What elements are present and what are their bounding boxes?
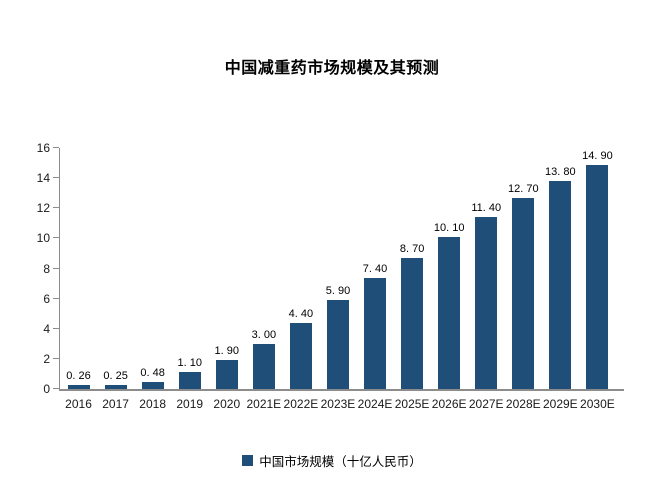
bar-value-label: 3. 00 (251, 329, 277, 341)
y-tick-label: 8 (43, 261, 50, 276)
bar-column: 13. 80 (542, 148, 579, 389)
x-tick-label: 2027E (468, 397, 504, 411)
bar (252, 344, 275, 389)
bar (586, 165, 609, 389)
bar (215, 360, 238, 389)
bar-column: 0. 48 (134, 148, 171, 389)
bar (549, 181, 572, 389)
bar-value-label: 0. 25 (103, 370, 128, 382)
bar-series: 0. 26 0. 25 0. 48 1. 10 1. 90 3. 00 4. 40 5. 90… (60, 148, 616, 389)
y-tick-mark (53, 267, 59, 269)
legend-label: 中国市场规模（十亿人民币） (259, 455, 422, 469)
bar-column: 1. 10 (171, 148, 208, 389)
bar (364, 278, 387, 389)
x-tick-label: 2019 (176, 397, 204, 411)
y-tick-mark (53, 297, 59, 299)
x-tick-label: 2029E (542, 397, 578, 411)
bar-column: 1. 90 (208, 148, 245, 389)
bar-value-label: 1. 10 (177, 357, 202, 369)
x-tick-label: 2018 (139, 397, 166, 411)
y-tick-mark (53, 207, 59, 209)
x-tick-label: 2028E (505, 397, 541, 411)
bar-value-label: 5. 90 (325, 285, 351, 297)
x-tick-label: 2016 (65, 397, 92, 411)
bar-value-label: 0. 26 (66, 370, 91, 382)
x-axis-labels: 2016 2017 2018 2019 2020 2021E 2022E 2023E 2024E… (60, 398, 616, 410)
bar-column: 0. 26 (60, 148, 97, 389)
bar (475, 217, 498, 389)
x-tick-label: 2030E (580, 397, 615, 411)
y-tick-label: 6 (43, 291, 50, 306)
bar-value-label: 4. 40 (288, 308, 314, 320)
bar (178, 372, 201, 389)
y-tick-mark (53, 327, 59, 329)
bar-value-label: 11. 40 (471, 202, 502, 214)
y-tick-label: 12 (36, 201, 50, 216)
bar (67, 385, 90, 389)
bar-column: 14. 90 (579, 148, 616, 389)
bar (104, 385, 127, 389)
x-tick-label: 2025E (394, 397, 430, 411)
x-tick-label: 2017 (102, 397, 129, 411)
chart-title: 中国减重药市场规模及其预测 (224, 60, 440, 77)
y-tick-label: 14 (36, 171, 50, 186)
bar-value-label: 8. 70 (399, 243, 425, 255)
bar-column: 12. 70 (505, 148, 542, 389)
y-tick-label: 10 (36, 231, 50, 246)
y-tick-mark (53, 177, 59, 179)
x-tick-label: 2021E (246, 397, 282, 411)
bar (401, 258, 424, 389)
y-tick-mark (53, 237, 59, 239)
bar-value-label: 13. 80 (545, 166, 576, 178)
bar-column: 8. 70 (394, 148, 431, 389)
x-tick-label: 2026E (431, 397, 467, 411)
y-tick-label: 2 (43, 351, 50, 366)
bar (438, 237, 461, 389)
bar-value-label: 10. 10 (433, 222, 465, 234)
x-tick-label: 2024E (357, 397, 393, 411)
bar-value-label: 1. 90 (214, 345, 240, 357)
bar-column: 5. 90 (319, 148, 356, 389)
bar (289, 323, 312, 389)
bar-column: 0. 25 (97, 148, 134, 389)
y-tick-mark (53, 388, 59, 389)
bar-column: 4. 40 (282, 148, 319, 389)
bar-value-label: 0. 48 (140, 367, 165, 379)
x-tick-label: 2023E (320, 397, 356, 411)
y-tick-mark (53, 357, 59, 359)
y-tick-mark (53, 147, 59, 148)
y-tick-label: 16 (36, 141, 50, 155)
bar-column: 11. 40 (468, 148, 505, 389)
bar (141, 382, 164, 389)
x-tick-label: 2020 (213, 397, 241, 411)
bar-value-label: 7. 40 (362, 263, 388, 275)
bar (512, 198, 535, 389)
bar-value-label: 12. 70 (507, 183, 539, 195)
legend-swatch-icon (242, 455, 254, 466)
y-tick-label: 4 (43, 321, 50, 336)
bar-column: 7. 40 (357, 148, 394, 389)
bar-column: 10. 10 (431, 148, 468, 389)
legend: 中国市场规模（十亿人民币） (0, 451, 664, 470)
bar-column: 3. 00 (245, 148, 282, 389)
x-tick-label: 2022E (283, 397, 319, 411)
y-tick-label: 0 (43, 382, 50, 396)
plot-area: 0 2 4 6 8 10 12 14 16 0. 26 0. 25 0. 48 1. 10 1. 90 3… (37, 141, 624, 410)
bar (326, 300, 349, 389)
bar-value-label: 14. 90 (582, 150, 613, 162)
